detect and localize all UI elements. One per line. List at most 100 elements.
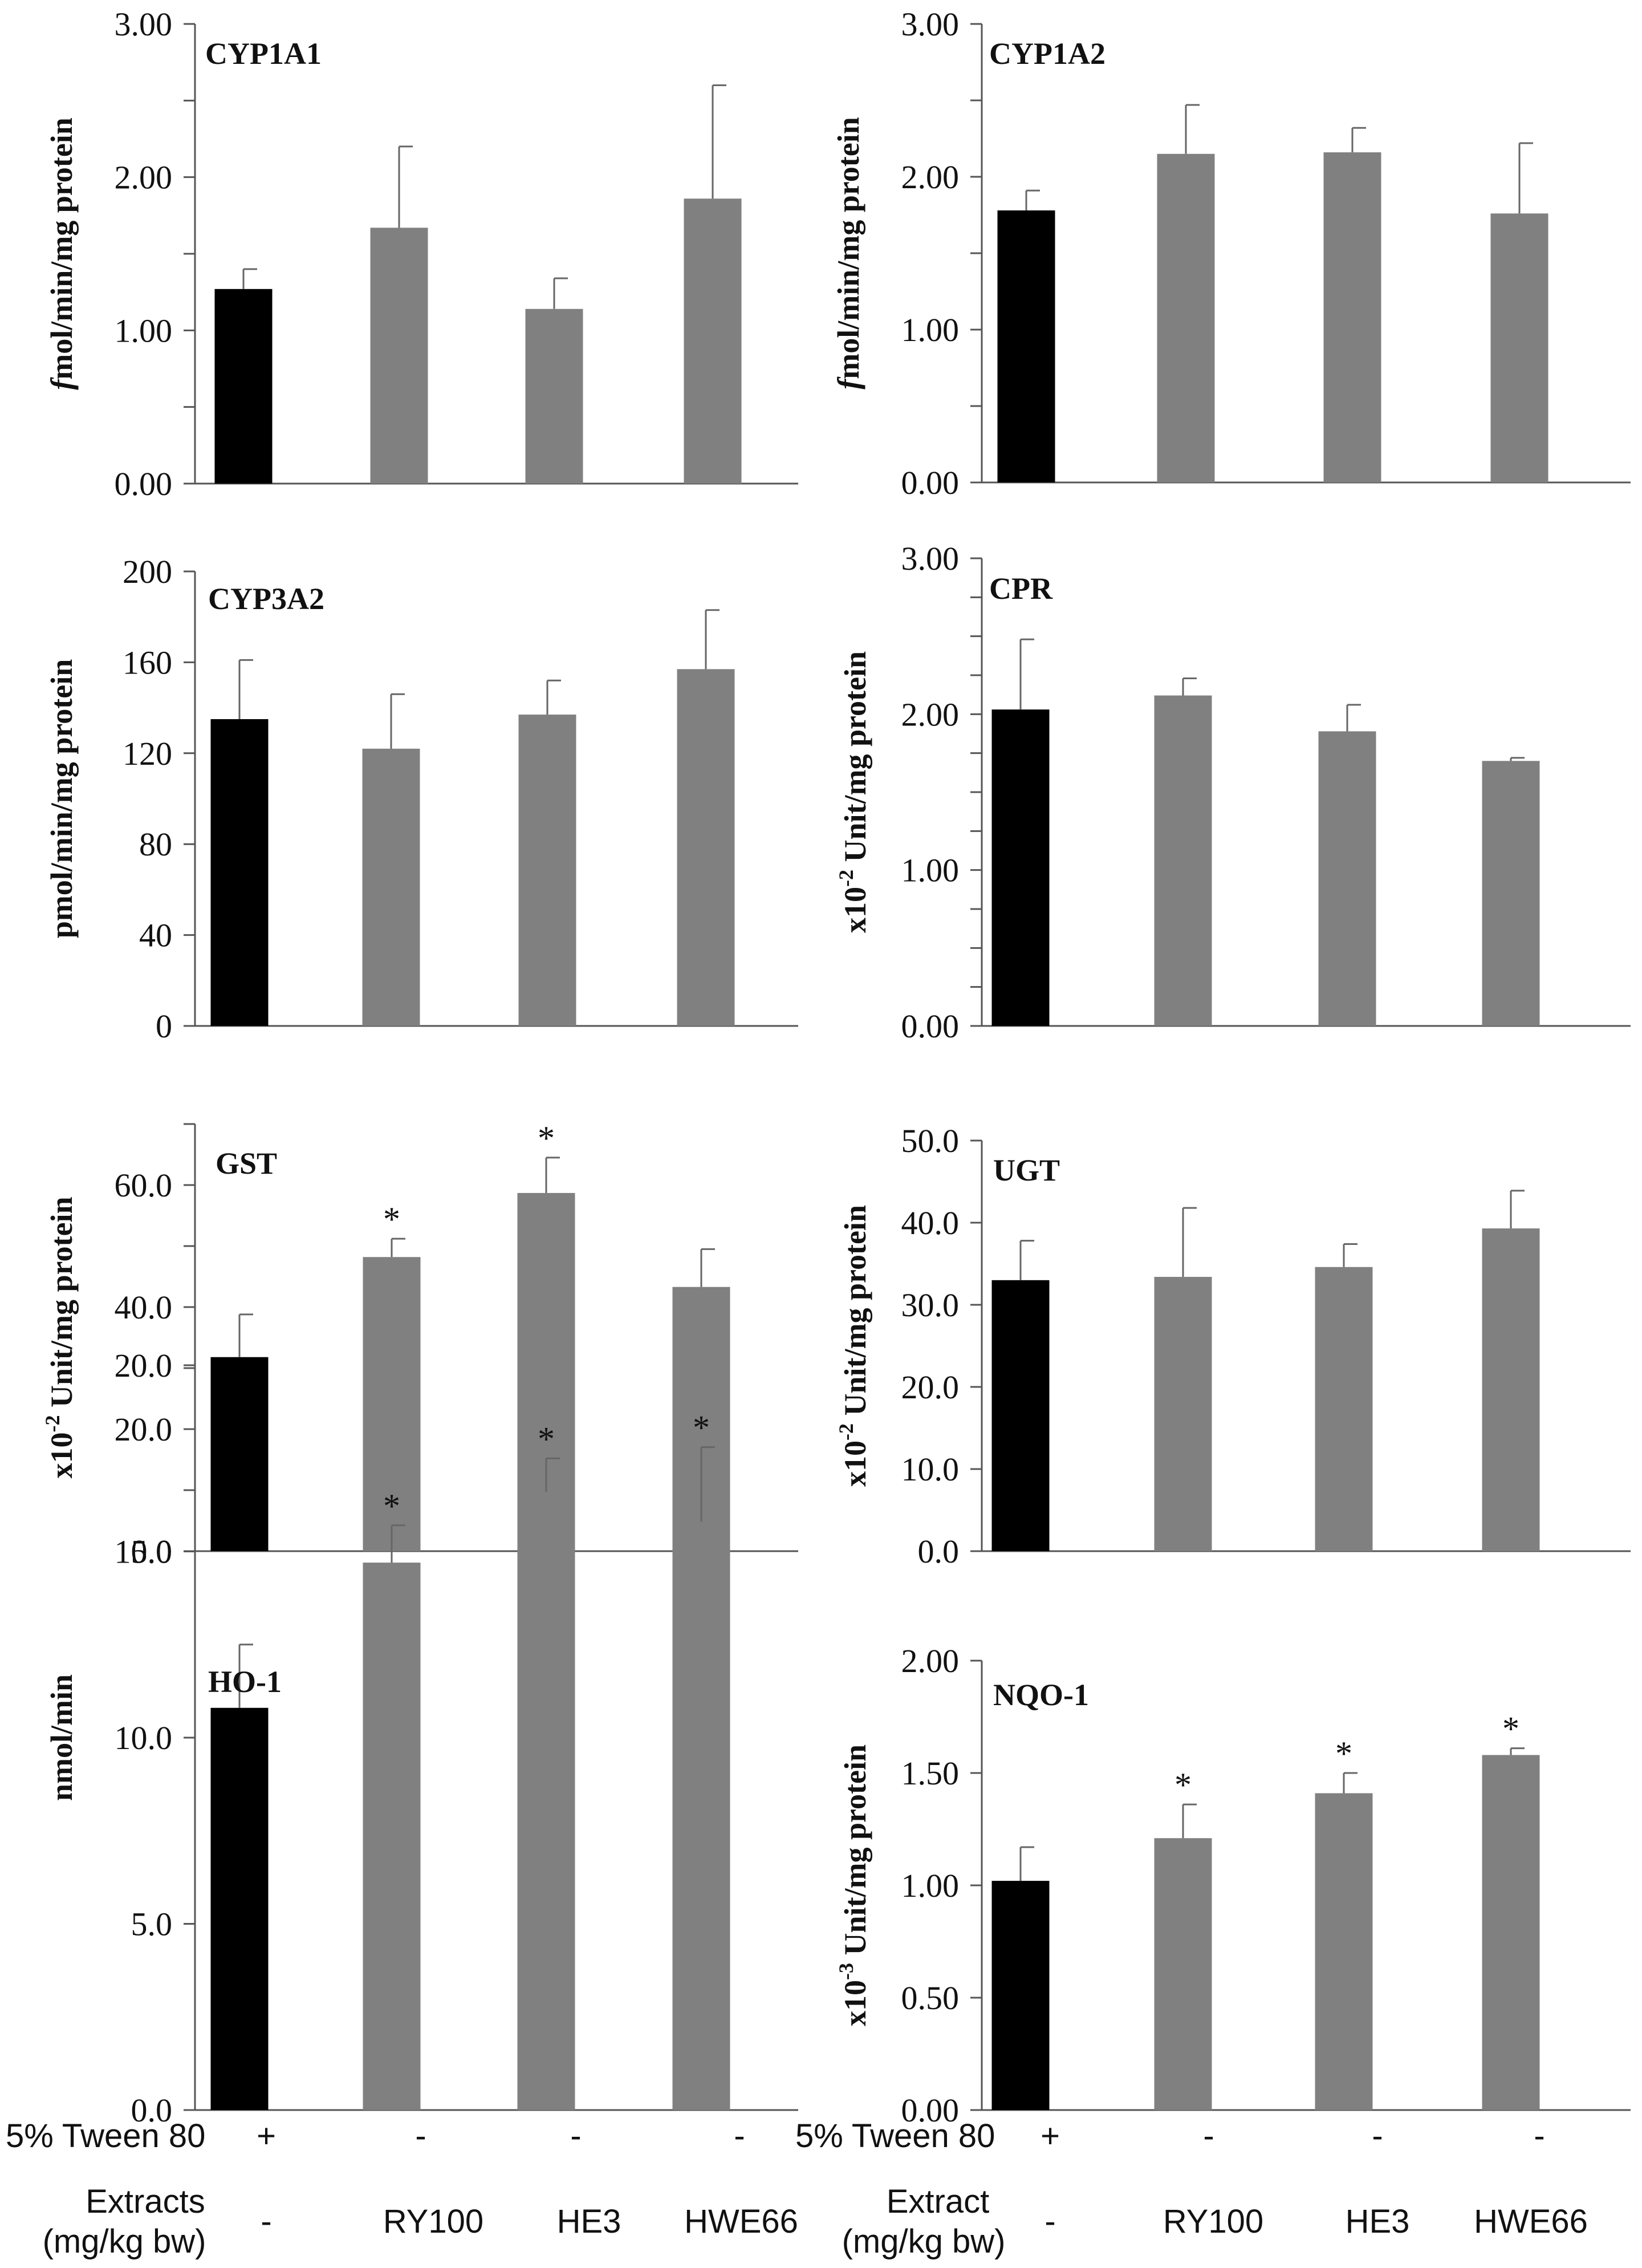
tween-value: - <box>734 2117 745 2155</box>
y-tick-label: 2.00 <box>901 159 960 196</box>
significance-star: * <box>538 1420 555 1458</box>
panel-title: CYP1A1 <box>205 36 322 71</box>
panel-title: CYP3A2 <box>208 582 324 616</box>
y-tick-label: 15.0 <box>115 1533 173 1571</box>
extracts-row-label: Extracts <box>86 2183 205 2220</box>
y-axis-title-unit: mol/min/mg protein <box>44 117 79 380</box>
extract-value: RY100 <box>383 2203 483 2240</box>
extract-value: HE3 <box>1346 2203 1410 2240</box>
extract-value: - <box>1044 2203 1055 2240</box>
y-tick-label: 3.00 <box>901 6 960 43</box>
y-tick-label: 1.00 <box>115 312 173 349</box>
y-tick-label: 0 <box>156 1008 172 1045</box>
bar-hwe66 <box>1482 1755 1540 2110</box>
panel-title: HO-1 <box>208 1665 282 1699</box>
y-axis-title-unit: Unit/mg protein <box>838 1205 872 1423</box>
extract-value: HWE66 <box>1474 2203 1588 2240</box>
y-axis-title-prefix: x10 <box>838 1980 872 2026</box>
chart-panel-cpr: 0.00 1.00 2.00 3.00 CPR x10-2 Unit/mg protein <box>835 540 1631 1045</box>
y-tick-label: 10.0 <box>901 1451 960 1488</box>
bar-control <box>214 289 273 484</box>
y-tick-label: 5.0 <box>131 1906 173 1943</box>
bar-ry100 <box>1154 1838 1212 2110</box>
y-axis-title: x10-3 Unit/mg protein <box>835 1744 872 2026</box>
bar-control <box>210 1357 269 1551</box>
chart-panel-ugt: 0.0 10.0 20.0 30.0 40.0 50.0 UGT x10-2 Unit/mg … <box>835 1122 1631 1570</box>
bar-he3 <box>1323 152 1381 482</box>
y-tick-label: 0.00 <box>901 2092 960 2129</box>
y-tick-label: 10.0 <box>115 1719 173 1756</box>
y-tick-label: 20.0 <box>115 1411 173 1448</box>
bar-hwe66 <box>672 1522 730 2110</box>
significance-star: * <box>693 1409 710 1447</box>
y-axis-title-prefix: x10 <box>838 1441 872 1487</box>
y-tick-label: 0.00 <box>115 465 173 502</box>
y-axis-title-italic: f <box>831 376 865 390</box>
y-tick-label: 1.00 <box>901 852 960 889</box>
chart-panel-gst: 0.0 20.0 40.0 60.0 * * GST x10-2 Unit/mg protei… <box>41 1119 798 1570</box>
y-axis-title-exponent: -2 <box>41 1415 64 1433</box>
y-tick-label: 2.00 <box>901 696 960 733</box>
bar-hwe66 <box>684 198 742 484</box>
y-tick-label: 1.50 <box>901 1755 960 1792</box>
chart-panel-cyp3a2: 0 40 80 120 160 200 CYP3A2 pmol/min/mg protein <box>44 553 798 1045</box>
y-tick-label: 60.0 <box>115 1167 173 1204</box>
bar-control <box>991 709 1050 1026</box>
y-tick-label: 2.00 <box>901 1642 960 1679</box>
bar-ry100 <box>1154 695 1212 1026</box>
significance-star: * <box>538 1119 555 1157</box>
y-axis-title-italic: f <box>44 377 79 390</box>
panel-title: NQO-1 <box>993 1678 1089 1712</box>
y-tick-label: 120 <box>123 735 172 772</box>
y-tick-label: 40.0 <box>901 1204 960 1241</box>
significance-star: * <box>1174 1766 1192 1804</box>
y-axis-title-exponent: -2 <box>835 870 857 887</box>
extracts-row-unit: (mg/kg bw) <box>842 2223 1006 2260</box>
y-axis-title: x10-2 Unit/mg protein <box>41 1196 79 1478</box>
extracts-row-unit: (mg/kg bw) <box>43 2223 206 2260</box>
chart-panel-ho-1: 0.0 5.0 10.0 15.0 20.0 * * * HO-1 nmol/min <box>44 1347 798 2129</box>
bar-control <box>991 1280 1050 1551</box>
treatment-table-left: 5% Tween 80 + - - - Extracts (mg/kg bw) … <box>6 2117 798 2260</box>
y-tick-label: 160 <box>123 644 172 681</box>
treatment-table-right: 5% Tween 80 + - - - Extract (mg/kg bw) -… <box>795 2117 1588 2260</box>
y-axis-title: x10-2 Unit/mg protein <box>835 651 872 933</box>
significance-star: * <box>383 1200 400 1238</box>
bar-ry100 <box>363 1563 421 2110</box>
y-tick-label: 40.0 <box>115 1289 173 1326</box>
y-axis-title-unit: Unit/mg protein <box>838 651 872 870</box>
bar-ry100 <box>1157 153 1215 482</box>
tween-value: - <box>1203 2117 1214 2155</box>
bar-hwe66 <box>1482 1228 1540 1551</box>
tween-value: - <box>415 2117 426 2155</box>
y-tick-label: 20.0 <box>115 1347 173 1384</box>
y-tick-label: 1.00 <box>901 311 960 348</box>
y-tick-label: 50.0 <box>901 1122 960 1159</box>
y-tick-label: 80 <box>139 826 172 863</box>
chart-panel-nqo-1: 0.00 0.50 1.00 1.50 2.00 * * * NQO-1 x10-3 Unit/m… <box>835 1642 1631 2129</box>
tween-row-label: 5% Tween 80 <box>6 2117 205 2155</box>
panel-title: CPR <box>989 571 1053 606</box>
tween-row-label: 5% Tween 80 <box>795 2117 995 2155</box>
extract-value: HWE66 <box>684 2203 798 2240</box>
y-tick-label: 2.00 <box>115 159 173 196</box>
extract-value: - <box>261 2203 271 2240</box>
bar-hwe66 <box>1490 213 1548 482</box>
bar-hwe66 <box>1482 761 1540 1026</box>
y-axis-title-prefix: x10 <box>44 1433 79 1479</box>
bar-ry100 <box>362 748 420 1026</box>
y-axis-title-unit: Unit/mg protein <box>44 1196 79 1415</box>
y-axis-title: fmol/min/mg protein <box>44 117 79 390</box>
bar-he3 <box>1315 1793 1373 2110</box>
y-tick-label: 200 <box>123 553 172 590</box>
y-tick-label: 3.00 <box>115 6 173 43</box>
y-axis-title-unit: pmol/min/mg protein <box>44 659 79 939</box>
tween-value: - <box>1372 2117 1383 2155</box>
significance-star: * <box>1335 1735 1352 1772</box>
y-tick-label: 0.0 <box>918 1533 960 1570</box>
y-axis-title-unit: Unit/mg protein <box>838 1744 872 1963</box>
bar-control <box>997 210 1055 482</box>
y-tick-label: 3.00 <box>901 540 960 577</box>
y-tick-label: 20.0 <box>901 1369 960 1406</box>
